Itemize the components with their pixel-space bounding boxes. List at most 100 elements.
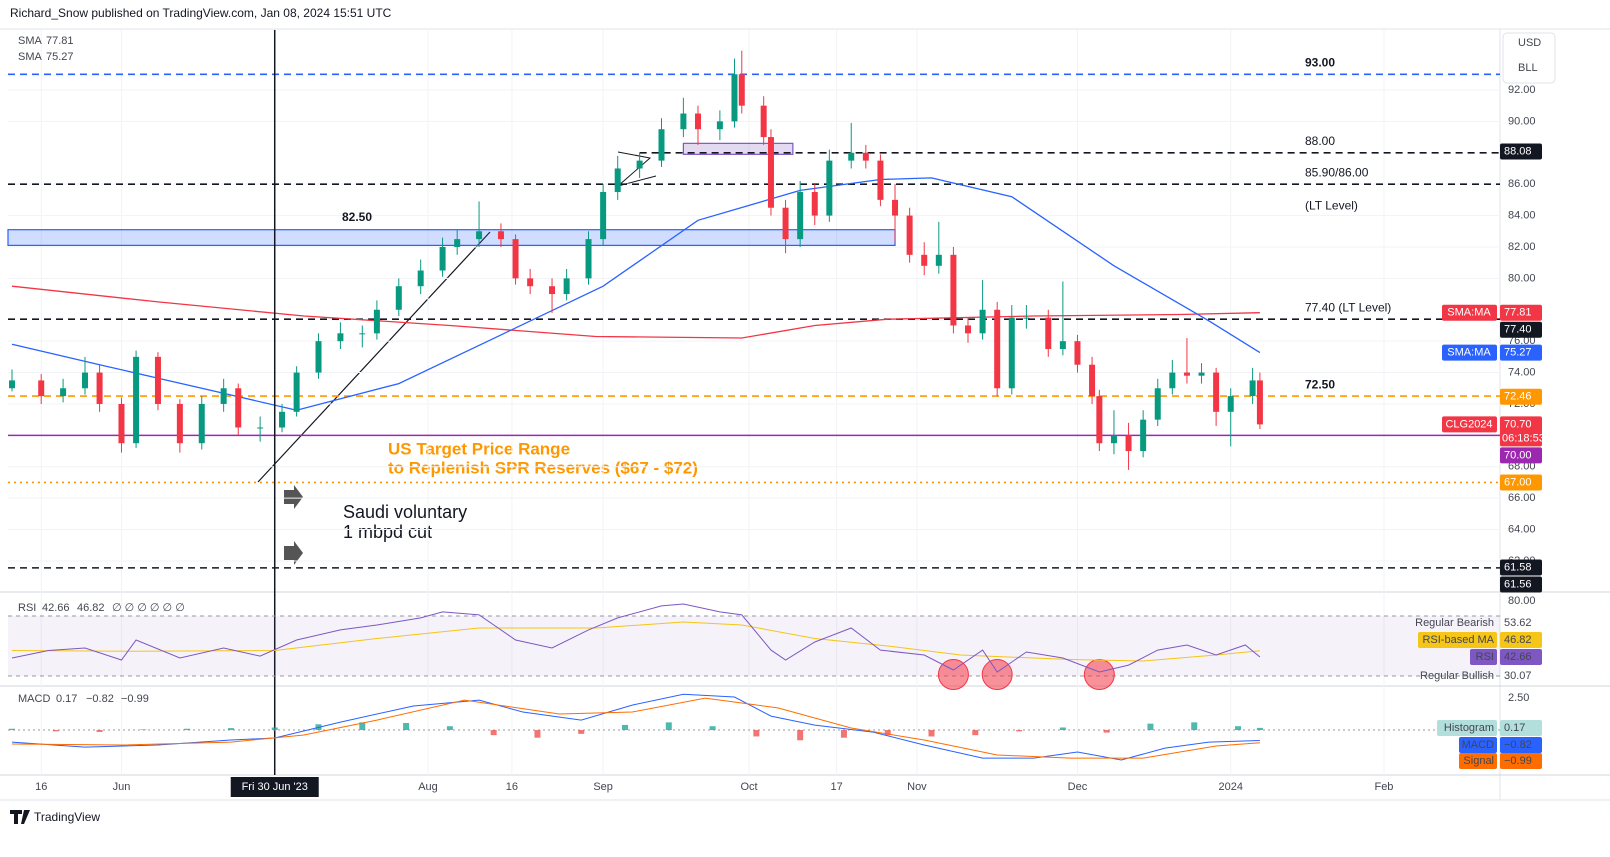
- candle-body: [1089, 364, 1096, 397]
- y-tick-label: 84.00: [1508, 209, 1536, 221]
- y-tick-label: 2.50: [1508, 692, 1529, 704]
- indicator-tag-name: Histogram: [1444, 722, 1494, 734]
- candle-body: [395, 286, 402, 310]
- candle-body: [600, 192, 607, 240]
- price-zone: [682, 142, 794, 155]
- crosshair-label-bg: [230, 777, 319, 797]
- price-tag-label: 75.27: [1504, 347, 1532, 359]
- candle-body: [877, 160, 884, 200]
- histogram-bar: [928, 730, 935, 737]
- indicator-tag-value: 42.66: [1504, 651, 1532, 663]
- histogram-bar: [665, 722, 672, 731]
- histogram-bar: [446, 726, 453, 731]
- indicator-tag-value: 46.82: [1504, 634, 1532, 646]
- x-tick-label: Sep: [593, 781, 613, 793]
- candle-body: [220, 388, 227, 404]
- candle-body: [731, 74, 738, 122]
- indicator-tag-value: −0.99: [1504, 755, 1532, 767]
- candle-body: [1045, 317, 1052, 350]
- legend-name: SMA: [18, 51, 43, 63]
- candle-body: [38, 380, 45, 397]
- annotation: US Target Price Range: [388, 439, 570, 458]
- indicator-tag-value: 0.17: [1504, 722, 1525, 734]
- indicator-tag-name: Regular Bearish: [1415, 617, 1494, 629]
- x-tick-label: 16: [506, 781, 518, 793]
- histogram-bar: [534, 730, 541, 738]
- level-label: (LT Level): [1305, 198, 1358, 212]
- indicator-tag-name-bg: [1470, 649, 1497, 665]
- rsi-line: [11, 603, 1261, 673]
- indicator-tag-bg: [1500, 737, 1542, 753]
- unit: BLL: [1518, 62, 1538, 74]
- y-tick-label: 90.00: [1508, 115, 1536, 127]
- macd-legend-value: −0.82: [86, 693, 114, 705]
- candle-body: [658, 129, 665, 161]
- price-tag: [1500, 321, 1542, 338]
- zone-label: 82.50: [342, 210, 372, 224]
- histogram-bar: [1103, 730, 1110, 733]
- candle-body: [549, 286, 556, 295]
- price-tag-label: 67.00: [1504, 476, 1532, 488]
- price-tag-name: SMA:MA: [1447, 347, 1491, 359]
- candle-body: [81, 372, 88, 389]
- histogram-bar: [1147, 723, 1154, 731]
- candle-body: [811, 192, 818, 216]
- rsi-ma-line: [11, 621, 1260, 662]
- candle-body: [760, 105, 767, 138]
- candle-body: [614, 168, 621, 193]
- candle-body: [848, 152, 855, 161]
- candle-body: [315, 341, 322, 373]
- candle-body: [454, 239, 461, 247]
- author-line: Richard_Snow published on TradingView.co…: [10, 6, 392, 20]
- candle-body: [767, 137, 774, 208]
- macd-legend-value: −0.99: [121, 693, 149, 705]
- x-tick-label: Nov: [907, 781, 927, 793]
- histogram-bar: [1235, 726, 1242, 731]
- indicator-tag-bg: [1500, 720, 1542, 736]
- x-tick-label: Aug: [418, 781, 438, 793]
- candle-body: [96, 372, 103, 404]
- histogram-bar: [403, 723, 410, 731]
- histogram-bar: [140, 729, 147, 731]
- candle-body: [979, 309, 986, 334]
- price-tag: [1500, 143, 1542, 160]
- x-tick-label: 17: [831, 781, 843, 793]
- histogram-bar: [1016, 730, 1023, 732]
- candle-body: [235, 388, 242, 428]
- level-label: 88.00: [1305, 134, 1335, 148]
- signal-line: [11, 697, 1260, 759]
- y-tick-label: 86.00: [1508, 178, 1536, 190]
- x-tick-label: Feb: [1374, 781, 1393, 793]
- price-zone: [7, 229, 896, 246]
- indicator-tag-name: MACD: [1462, 739, 1494, 751]
- price-tag: [1500, 447, 1542, 464]
- divergence-marker: [1083, 659, 1115, 691]
- flag-pattern: [617, 151, 657, 187]
- candle-body: [1074, 341, 1081, 365]
- brand: TradingView: [34, 810, 100, 824]
- candle-body: [716, 121, 723, 130]
- x-tick-label: Dec: [1068, 781, 1088, 793]
- y-tick-label: 64.00: [1508, 523, 1536, 535]
- indicator-tag-name: RSI-based MA: [1422, 634, 1494, 646]
- histogram-bar: [52, 730, 59, 732]
- candle-body: [476, 231, 483, 240]
- histogram-bar: [1059, 727, 1066, 731]
- price-tag: [1500, 474, 1542, 491]
- sma-line: [11, 285, 1260, 339]
- currency-box[interactable]: [1502, 32, 1556, 84]
- price-tag-label: 70.00: [1504, 449, 1532, 461]
- indicator-tag-name-bg: [1418, 632, 1497, 648]
- level-label: 93.00: [1305, 55, 1335, 69]
- candle-body: [950, 254, 957, 326]
- histogram-bar: [622, 724, 629, 731]
- candle-body: [133, 356, 140, 444]
- candle-body: [906, 215, 913, 255]
- candle-body: [1140, 419, 1147, 452]
- y-tick-label: 66.00: [1508, 492, 1536, 504]
- histogram-bar: [797, 730, 804, 741]
- candle-body: [1096, 396, 1103, 444]
- histogram-bar: [753, 730, 760, 737]
- candle-body: [680, 113, 687, 130]
